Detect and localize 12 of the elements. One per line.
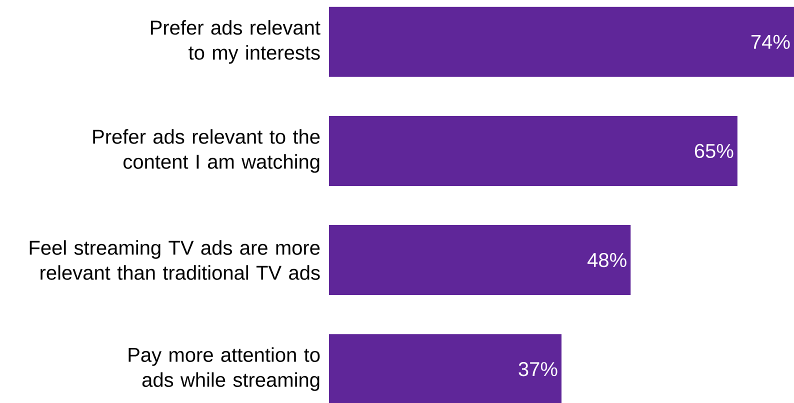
y-tick-label: Prefer ads relevant to my interests bbox=[150, 20, 320, 64]
y-tick-label: Pay more attention to ads while streaming bbox=[128, 347, 320, 391]
bar bbox=[329, 334, 562, 403]
bar bbox=[329, 6, 794, 77]
y-tick-label: Prefer ads relevant to the content I am watching bbox=[93, 129, 320, 173]
bar bbox=[329, 116, 738, 186]
data-label: 65% bbox=[694, 144, 734, 158]
y-tick-label: Feel streaming TV ads are more relevant than traditional TV ads bbox=[30, 240, 320, 280]
data-label: 37% bbox=[518, 362, 558, 376]
data-label: 48% bbox=[588, 252, 626, 268]
bar bbox=[329, 225, 631, 296]
data-label: 74% bbox=[751, 34, 790, 49]
